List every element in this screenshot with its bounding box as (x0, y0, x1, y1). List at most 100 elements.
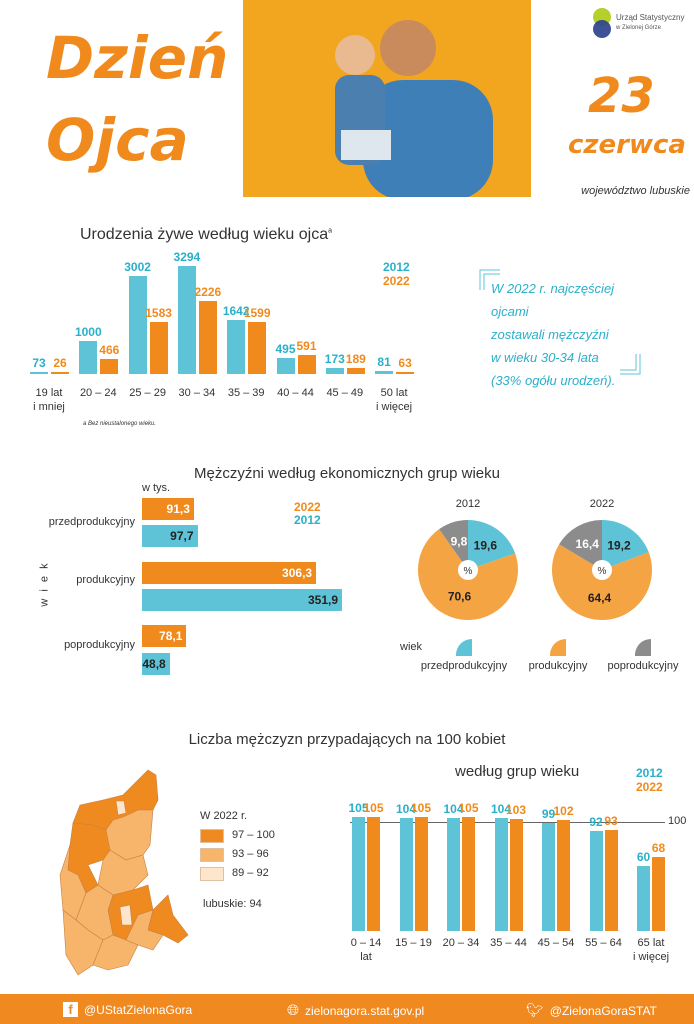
category-label: 40 – 44 (277, 387, 314, 399)
row-label: przedprodukcyjny (48, 516, 135, 528)
reference-line-100 (350, 822, 665, 823)
chart2-title: Mężczyźni według ekonomicznych grup wiek… (194, 465, 500, 482)
bar-2012: 48,8 (142, 653, 170, 675)
bar-2022 (557, 819, 570, 931)
category-label: 45 – 49 (326, 387, 364, 399)
callout-box: W 2022 r. najczęściej ojcami zostawali mę… (478, 268, 642, 388)
pie-value-label: 19,6 (474, 539, 498, 553)
bar-2012 (637, 865, 650, 931)
pie-legend-label: przedprodukcyjny (421, 660, 508, 672)
bar-value-label: 2226 (194, 285, 222, 300)
bar-2022 (414, 816, 428, 931)
bar-2022 (346, 367, 365, 374)
bar-2012 (325, 368, 344, 374)
twitter-link[interactable]: 🐦︎ @ZielonaGoraSTAT (526, 1002, 657, 1019)
logo-line-1: Urząd Statystyczny (616, 13, 685, 22)
callout-line: zostawali mężczyźni (491, 327, 609, 342)
bar-2022 (604, 829, 618, 931)
legend-swatch (200, 829, 224, 843)
bar-value-label: 103 (505, 802, 527, 817)
website-url[interactable]: zielonagora.stat.gov.pl (305, 1003, 425, 1018)
callout-line: W 2022 r. najczęściej ojcami (491, 281, 615, 319)
chart2-legend-2022: 2022 (294, 500, 321, 514)
bar-value-label: 104 (443, 801, 464, 816)
bar-2012 (542, 823, 555, 931)
facebook-link[interactable]: f @UStatZielonaGora (63, 1002, 192, 1017)
pie-slice-poprodukcyjny (559, 520, 602, 570)
pie-center-label: % (598, 566, 607, 577)
pie-center (592, 560, 612, 580)
facebook-icon: f (63, 1002, 78, 1017)
pie-slice-przedprodukcyjny (602, 520, 649, 570)
row-label: poprodukcyjny (64, 639, 135, 651)
logo-icon (593, 8, 611, 38)
date-month: czerwca (568, 130, 686, 160)
bar-value-label: 81 (377, 355, 391, 370)
bar-2012 (352, 816, 365, 931)
bar-2012 (494, 817, 508, 931)
chart3-legend-2022: 2022 (636, 780, 663, 794)
pie-slice-poprodukcyjny (439, 520, 468, 570)
bar-value-label: 105 (363, 800, 384, 815)
pie-value-label: 16,4 (576, 537, 600, 551)
bar-value-label: 1000 (74, 325, 102, 340)
bar-2012 (128, 275, 147, 374)
bar-value-label: 48,8 (142, 657, 166, 671)
legend-label: 89 – 92 (232, 867, 269, 879)
facebook-handle[interactable]: @UStatZielonaGora (84, 1002, 193, 1017)
bar-2022 (652, 856, 665, 931)
legend-label: 97 – 100 (232, 829, 275, 841)
map-legend-title: W 2022 r. (200, 810, 248, 822)
footer: f @UStatZielonaGora 🌐︎ zielonagora.stat.go… (0, 994, 694, 1024)
row-label: produkcyjny (76, 574, 135, 586)
bar-value-label: 97,7 (170, 529, 194, 543)
callout-brackets (479, 269, 641, 375)
title-line-1: Dzień (46, 24, 229, 92)
legend-wedge-icon (549, 638, 566, 656)
chart3-title: Liczba mężczyzn przypadających na 100 ko… (188, 731, 506, 748)
bar-2022 (149, 322, 168, 374)
pie-legend-title: wiek (399, 641, 423, 653)
pie-legend-label: produkcyjny (529, 660, 588, 672)
bar-2022 (462, 816, 475, 931)
bar-value-label: 99 (541, 807, 556, 822)
bar-value-label: 102 (553, 803, 574, 818)
twitter-handle[interactable]: @ZielonaGoraSTAT (549, 1003, 657, 1018)
twitter-icon: 🐦︎ (526, 1002, 544, 1018)
title-line-2: Ojca (46, 106, 189, 174)
map-total: lubuskie: 94 (203, 898, 262, 910)
category-label: 35 – 44 (490, 937, 527, 949)
bar-value-label: 68 (651, 840, 666, 855)
bar-2022: 306,3 (142, 562, 317, 584)
legend-swatch (200, 848, 224, 862)
chart2-legend-2012: 2012 (294, 513, 321, 527)
pie-year-label: 2012 (456, 498, 480, 510)
website-link[interactable]: 🌐︎ zielonagora.stat.gov.pl (287, 1002, 424, 1019)
bar-2012 (177, 266, 196, 374)
bar-value-label: 3002 (124, 259, 151, 274)
bar-value-label: 495 (275, 341, 296, 356)
legend-label: 93 – 96 (232, 848, 269, 860)
bar-2012 (227, 320, 246, 374)
bar-value-label: 591 (296, 338, 317, 353)
pie-slice-produkcyjny (551, 544, 652, 620)
legend-wedge-icon (455, 639, 472, 656)
bar-value-label: 1642 (222, 304, 250, 319)
pie-center-label: % (464, 566, 473, 577)
category-label: 25 – 29 (129, 387, 166, 399)
bar-2022: 78,1 (142, 625, 187, 647)
chart3-subtitle: według grup wieku (455, 763, 580, 780)
callout-line: (33% ogółu urodzeń). (491, 373, 616, 388)
category-label: 20 – 34 (442, 937, 480, 949)
pie-value-label: 19,2 (607, 538, 631, 552)
bar-2022 (100, 358, 119, 374)
bar-value-label: 466 (99, 342, 120, 357)
bar-value-label: 189 (345, 351, 366, 366)
logo-line-2: w Zielonej Górze (616, 25, 662, 31)
bar-value-label: 351,9 (307, 593, 338, 607)
category-label: 35 – 39 (227, 387, 265, 399)
bar-value-label: 105 (458, 800, 479, 815)
logo: Urząd Statystyczny w Zielonej Górze (592, 8, 684, 38)
pie-center (458, 560, 478, 580)
chart3-legend-2012: 2012 (636, 766, 663, 780)
